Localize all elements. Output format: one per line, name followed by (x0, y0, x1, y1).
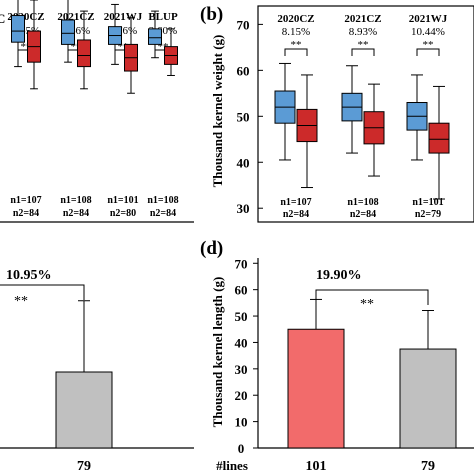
panel-b-group-percent-2: 10.44% (411, 26, 445, 38)
panel-a-box-red-1 (77, 10, 91, 90)
panel-b-box-red-2-iqr (428, 122, 450, 154)
panel-c-bracket (0, 284, 85, 300)
panel-b-box-red-0 (296, 74, 318, 189)
panel-a-box-blue-1-iqr (61, 19, 75, 45)
panel-a-n1-0: n1=107 (10, 195, 41, 206)
panel-b-tag: (b) (200, 4, 223, 25)
panel-d-percent: 19.90% (316, 268, 362, 283)
panel-d-bracket (315, 289, 429, 305)
panel-d-y-tick-label-3: 30 (235, 362, 248, 377)
panel-d-y-tick-label-5: 50 (235, 309, 248, 324)
panel-b-group-percent-0: 8.15% (282, 26, 310, 38)
panel-a: C 2020CZ3.65%**n1=107n2=842021CZ4.66%**n… (0, 0, 194, 223)
panel-d-bar-0 (287, 328, 345, 449)
panel-c-bar (55, 371, 113, 449)
panel-d-tag: (d) (200, 238, 223, 259)
panel-a-n2-2: n2=80 (110, 208, 136, 219)
panel-a-box-red-0 (27, 0, 41, 90)
panel-a-clipped-label: C (0, 11, 5, 26)
panel-c-percent: 10.95% (6, 268, 52, 283)
panel-a-box-red-2 (124, 17, 138, 94)
panel-a-n2-0: n2=84 (13, 208, 39, 219)
panel-d-x-head: #lines (216, 458, 248, 473)
panel-a-n1-1: n1=108 (60, 195, 91, 206)
panel-d-significance: ** (360, 297, 374, 312)
panel-b-group-label-1: 2021CZ (344, 13, 381, 25)
panel-b-significance-0: ** (291, 39, 302, 51)
panel-b-y-tick-label-3: 60 (237, 63, 250, 78)
panel-b-frame (257, 5, 474, 223)
panel-d-y-tick-label-0: 0 (238, 441, 245, 456)
panel-b-box-blue-0 (274, 62, 296, 161)
panel-a-n1-3: n1=108 (147, 195, 178, 206)
panel-d-y-axis-label: Thousand kernel length (g) (210, 277, 225, 428)
panel-a-box-red-3 (164, 28, 178, 76)
panel-b-y-axis-label: Thousand kernel weight (g) (210, 35, 225, 188)
panel-b-bracket-2 (416, 48, 440, 56)
panel-d: (d) Thousand kernel length (g) 0 10 20 30 40… (200, 238, 474, 474)
panel-a-significance-1: ** (71, 41, 82, 53)
panel-c-significance: ** (14, 294, 28, 309)
panel-d-y-tick-label-4: 40 (235, 335, 248, 350)
panel-b-group-label-2: 2021WJ (409, 13, 448, 25)
panel-b-n1-1: n1=108 (347, 197, 378, 208)
panel-b: (b) Thousand kernel weight (g) 30 40 50 60 7… (200, 4, 474, 223)
panel-a-box-blue-0-iqr (11, 15, 25, 43)
panel-b-box-red-1 (363, 83, 385, 177)
panel-b-n2-0: n2=84 (283, 209, 309, 220)
panel-d-bar-1 (399, 348, 457, 449)
panel-a-box-blue-3-iqr (148, 28, 162, 45)
panel-a-n2-3: n2=84 (150, 208, 176, 219)
panel-b-box-red-2 (428, 85, 450, 200)
panel-c: 10.95% ** 79 (0, 268, 194, 474)
panel-b-box-blue-1 (341, 65, 363, 154)
panel-b-n1-2: n1=101 (412, 197, 443, 208)
panel-b-y-tick-label-2: 50 (237, 109, 250, 124)
panel-b-n2-1: n2=84 (350, 209, 376, 220)
panel-b-group-label-0: 2020CZ (277, 13, 314, 25)
panel-b-bracket-0 (284, 48, 308, 56)
panel-b-n1-0: n1=107 (280, 197, 311, 208)
panel-d-y-tick-label-7: 70 (235, 256, 248, 271)
panel-b-y-tick-label-4: 70 (237, 17, 250, 32)
panel-d-x-tick-label-0: 101 (306, 459, 327, 474)
panel-b-significance-2: ** (423, 39, 434, 51)
panel-a-group-label-3: BLUP (148, 11, 178, 23)
panel-a-n1-2: n1=101 (107, 195, 138, 206)
panel-d-x-tick-label-1: 79 (421, 459, 435, 474)
panel-d-y-tick-label-2: 20 (235, 388, 248, 403)
panel-b-y-tick-label-1: 40 (237, 155, 250, 170)
panel-a-significance-0: ** (21, 41, 32, 53)
panel-a-box-blue-1 (61, 0, 75, 63)
panel-d-y-tick-label-1: 10 (235, 415, 248, 430)
panel-b-bracket-1 (351, 48, 375, 56)
panel-b-box-blue-2 (406, 74, 428, 161)
panel-b-significance-1: ** (358, 39, 369, 51)
panel-a-box-blue-0 (11, 0, 25, 68)
panel-a-box-red-1-iqr (77, 39, 91, 68)
panel-a-group-label-2: 2021WJ (104, 11, 143, 23)
panel-b-n2-2: n2=79 (415, 209, 441, 220)
panel-a-n2-1: n2=84 (63, 208, 89, 219)
panel-d-y-tick-label-6: 60 (235, 283, 248, 298)
panel-a-significance-3: ** (158, 41, 169, 53)
panel-a-box-blue-2 (108, 3, 122, 65)
panel-a-significance-2: ** (118, 41, 129, 53)
panel-b-y-tick-label-0: 30 (237, 201, 250, 216)
panel-a-box-blue-3 (148, 10, 162, 59)
panel-b-group-percent-1: 8.93% (349, 26, 377, 38)
panel-c-x-tick-label: 79 (77, 459, 91, 474)
